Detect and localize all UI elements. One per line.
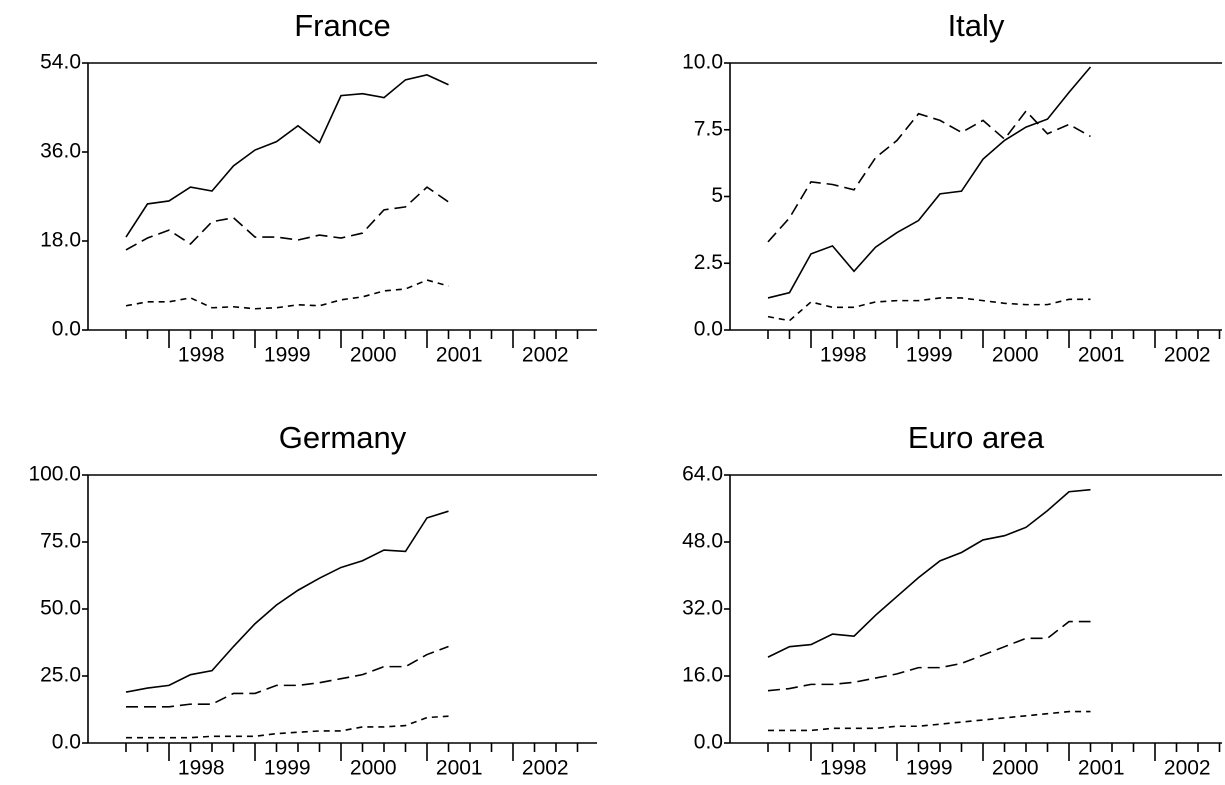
y-tick-label: 48.0 <box>682 530 723 553</box>
x-tick-label: 2002 <box>1164 757 1211 780</box>
x-tick-label: 1999 <box>906 757 953 780</box>
y-tick-label: 7.5 <box>694 117 723 140</box>
x-tick-label: 2000 <box>350 344 397 367</box>
y-tick-label: 0.0 <box>694 731 723 754</box>
x-tick-label: 1999 <box>264 344 311 367</box>
panel-title: Germany <box>279 420 407 455</box>
x-tick-label: 1998 <box>820 757 867 780</box>
x-tick-label: 2000 <box>992 344 1039 367</box>
series-line <box>126 645 449 708</box>
y-tick-label: 18.0 <box>40 229 81 252</box>
panel-title: Italy <box>948 8 1005 43</box>
series-line <box>767 297 1091 322</box>
y-tick-label: 25.0 <box>40 664 81 687</box>
y-tick-label: 36.0 <box>40 140 81 163</box>
x-tick-label: 2002 <box>1164 344 1211 367</box>
series-line <box>125 74 449 238</box>
x-tick-label: 1999 <box>906 344 953 367</box>
x-tick-label: 2002 <box>522 757 569 780</box>
x-tick-label: 2002 <box>522 344 569 367</box>
y-tick-label: 16.0 <box>682 664 723 687</box>
y-tick-label: 32.0 <box>682 597 723 620</box>
series-line <box>125 186 449 251</box>
x-tick-label: 2001 <box>436 344 483 367</box>
x-tick-label: 2001 <box>1078 757 1125 780</box>
y-tick-label: 0.0 <box>52 731 81 754</box>
series-line <box>768 710 1091 732</box>
series-line <box>767 488 1091 658</box>
x-tick-label: 2000 <box>350 757 397 780</box>
y-tick-label: 5 <box>711 184 723 207</box>
x-tick-label: 1998 <box>820 344 867 367</box>
x-tick-label: 1998 <box>178 757 225 780</box>
y-tick-label: 54.0 <box>40 51 81 74</box>
y-tick-label: 10.0 <box>682 51 723 74</box>
series-line <box>767 109 1091 243</box>
y-tick-label: 0.0 <box>694 318 723 341</box>
series-line <box>767 620 1091 692</box>
x-tick-label: 2001 <box>1078 344 1125 367</box>
y-tick-label: 100.0 <box>28 463 81 486</box>
panel-title: France <box>294 8 390 43</box>
series-line <box>125 510 449 693</box>
y-tick-label: 50.0 <box>40 597 81 620</box>
panel-title: Euro area <box>908 420 1045 455</box>
y-tick-label: 64.0 <box>682 463 723 486</box>
x-tick-label: 1999 <box>264 757 311 780</box>
x-tick-label: 1998 <box>178 344 225 367</box>
y-tick-label: 2.5 <box>694 251 723 274</box>
y-tick-label: 75.0 <box>40 530 81 553</box>
x-tick-label: 2001 <box>436 757 483 780</box>
y-tick-label: 0.0 <box>52 318 81 341</box>
series-line <box>126 715 449 739</box>
series-line <box>125 279 449 310</box>
x-tick-label: 2000 <box>992 757 1039 780</box>
